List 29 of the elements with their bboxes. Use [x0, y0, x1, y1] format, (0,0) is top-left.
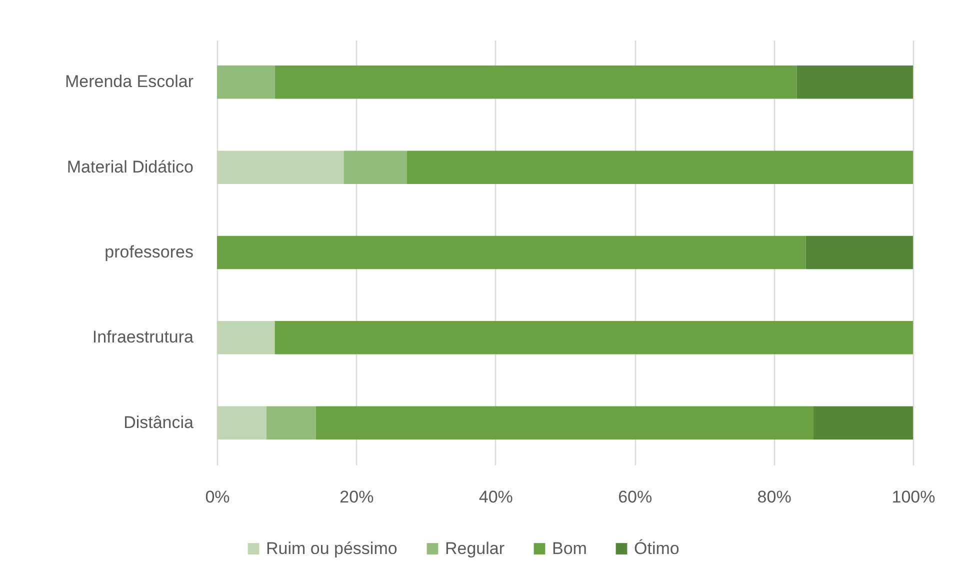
bar	[217, 406, 266, 440]
legend-label: Ótimo	[634, 538, 680, 558]
bar	[274, 321, 913, 354]
bar	[274, 66, 797, 99]
bar	[217, 66, 275, 99]
y-tick-label: Infraestrutura	[92, 328, 194, 347]
bar	[316, 406, 814, 440]
bar	[806, 236, 913, 270]
x-tick-label: 20%	[340, 488, 374, 506]
bar	[217, 236, 806, 270]
bar	[266, 406, 316, 440]
bar	[407, 150, 913, 184]
x-tick-label: 60%	[618, 488, 652, 506]
x-tick-label: 40%	[478, 488, 513, 506]
y-tick-label: Merenda Escolar	[64, 72, 194, 92]
x-tick-label: 80%	[757, 488, 792, 506]
y-tick-label: Material Didático	[66, 157, 194, 176]
legend-label: Bom	[552, 538, 587, 558]
bar	[796, 66, 913, 99]
legend-label: Regular	[445, 538, 505, 558]
x-tick-label: 100%	[892, 488, 936, 506]
bar	[813, 406, 913, 440]
y-tick-label: Distância	[124, 412, 194, 432]
bar	[217, 150, 344, 184]
y-tick-label: professores	[104, 242, 194, 262]
bar	[217, 321, 275, 354]
legend-label: Ruim ou péssimo	[266, 538, 398, 558]
bar	[344, 150, 408, 184]
x-tick-label: 0%	[205, 488, 230, 506]
